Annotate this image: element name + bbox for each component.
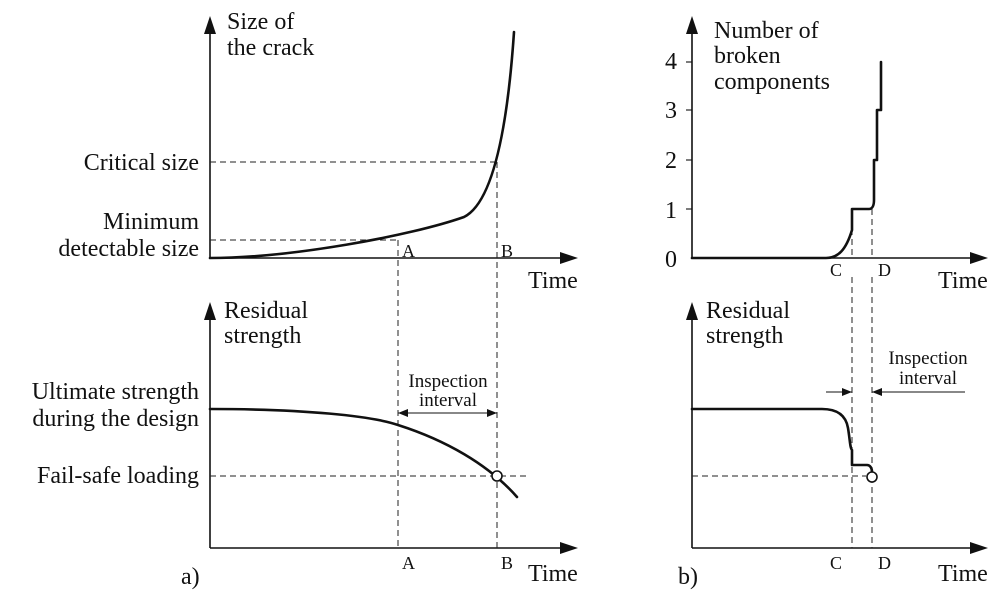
panel-b-top-x-arrowhead — [970, 252, 988, 264]
tick-label-4: 4 — [665, 49, 677, 75]
panel-b-top-y-title-3: components — [714, 69, 830, 95]
panel-b-top-y-arrowhead — [686, 16, 698, 34]
panel-a-top-mark-a: A — [402, 241, 415, 261]
interval-arrow-right-head — [872, 388, 882, 396]
panel-b-failure-point-marker — [866, 471, 878, 483]
broken-components-step-curve — [690, 60, 883, 260]
interval-arrowhead-left — [398, 409, 408, 417]
tick-label-1: 1 — [665, 198, 677, 224]
panel-b-top-mark-d: D — [878, 260, 891, 280]
panel-b-bottom-mark-d: D — [878, 553, 891, 573]
panel-b-bottom-x-label: Time — [938, 561, 988, 587]
ultimate-strength-label-1: Ultimate strength — [32, 379, 199, 405]
panel-a-top-y-arrowhead — [204, 16, 216, 34]
panel-b-top-y-title-1: Number of — [714, 18, 819, 44]
panel-a-crack-size-graph: Size of the crack Critical size Minimum … — [58, 9, 578, 294]
tick-label-3: 3 — [665, 98, 677, 124]
panel-a-top-x-label: Time — [528, 268, 578, 294]
panel-a-bottom-mark-b: B — [501, 553, 513, 573]
failsafe-loading-label: Fail-safe loading — [37, 463, 199, 489]
tick-label-0: 0 — [665, 247, 677, 273]
panel-a-caption: a) — [181, 564, 200, 590]
panel-a-bottom-x-label: Time — [528, 561, 578, 587]
interval-arrowhead-right — [487, 409, 497, 417]
panel-b-broken-components-graph: 0 1 2 3 4 Number of broken components Ti… — [665, 16, 988, 294]
panel-b-top-mark-c: C — [830, 260, 842, 280]
inspection-interval-label-a-2: interval — [419, 390, 477, 411]
panel-b-residual-strength-graph: Residual strength Inspection interval Ti… — [678, 277, 988, 590]
inspection-interval-label-b-2: interval — [899, 368, 957, 389]
panel-a-top-y-title-1: Size of — [227, 9, 294, 35]
panel-b-bottom-y-title-1: Residual — [706, 298, 790, 324]
inspection-interval-label-a-1: Inspection — [408, 371, 488, 392]
residual-strength-curve-b — [690, 407, 874, 474]
minimum-size-label-1: Minimum — [103, 209, 199, 235]
ultimate-strength-label-2: during the design — [32, 406, 199, 432]
crack-growth-curve — [208, 30, 516, 260]
panel-a-bottom-mark-a: A — [402, 553, 415, 573]
tick-label-2: 2 — [665, 148, 677, 174]
panel-b-bottom-x-arrowhead — [970, 542, 988, 554]
failure-point-marker — [491, 470, 503, 482]
critical-size-label: Critical size — [84, 150, 199, 176]
residual-strength-curve-a — [208, 407, 519, 499]
panel-b-bottom-mark-c: C — [830, 553, 842, 573]
panel-a-top-y-title-2: the crack — [227, 35, 314, 61]
panel-b-top-y-title-2: broken — [714, 43, 781, 69]
panel-a-bottom-x-arrowhead — [560, 542, 578, 554]
panel-a-bottom-y-arrowhead — [204, 302, 216, 320]
panel-b-bottom-y-arrowhead — [686, 302, 698, 320]
inspection-interval-label-b-1: Inspection — [888, 348, 968, 369]
panel-b-bottom-y-title-2: strength — [706, 323, 783, 349]
minimum-size-label-2: detectable size — [58, 236, 199, 262]
panel-b-caption: b) — [678, 564, 698, 590]
panel-a-residual-strength-graph: Residual strength Ultimate strength duri… — [32, 162, 578, 590]
panel-a-bottom-y-title-1: Residual — [224, 298, 308, 324]
interval-arrow-left-head — [842, 388, 852, 396]
panel-b-top-x-label: Time — [938, 268, 988, 294]
panel-a-top-mark-b: B — [501, 241, 513, 261]
panel-a-top-x-arrowhead — [560, 252, 578, 264]
panel-a-bottom-y-title-2: strength — [224, 323, 301, 349]
